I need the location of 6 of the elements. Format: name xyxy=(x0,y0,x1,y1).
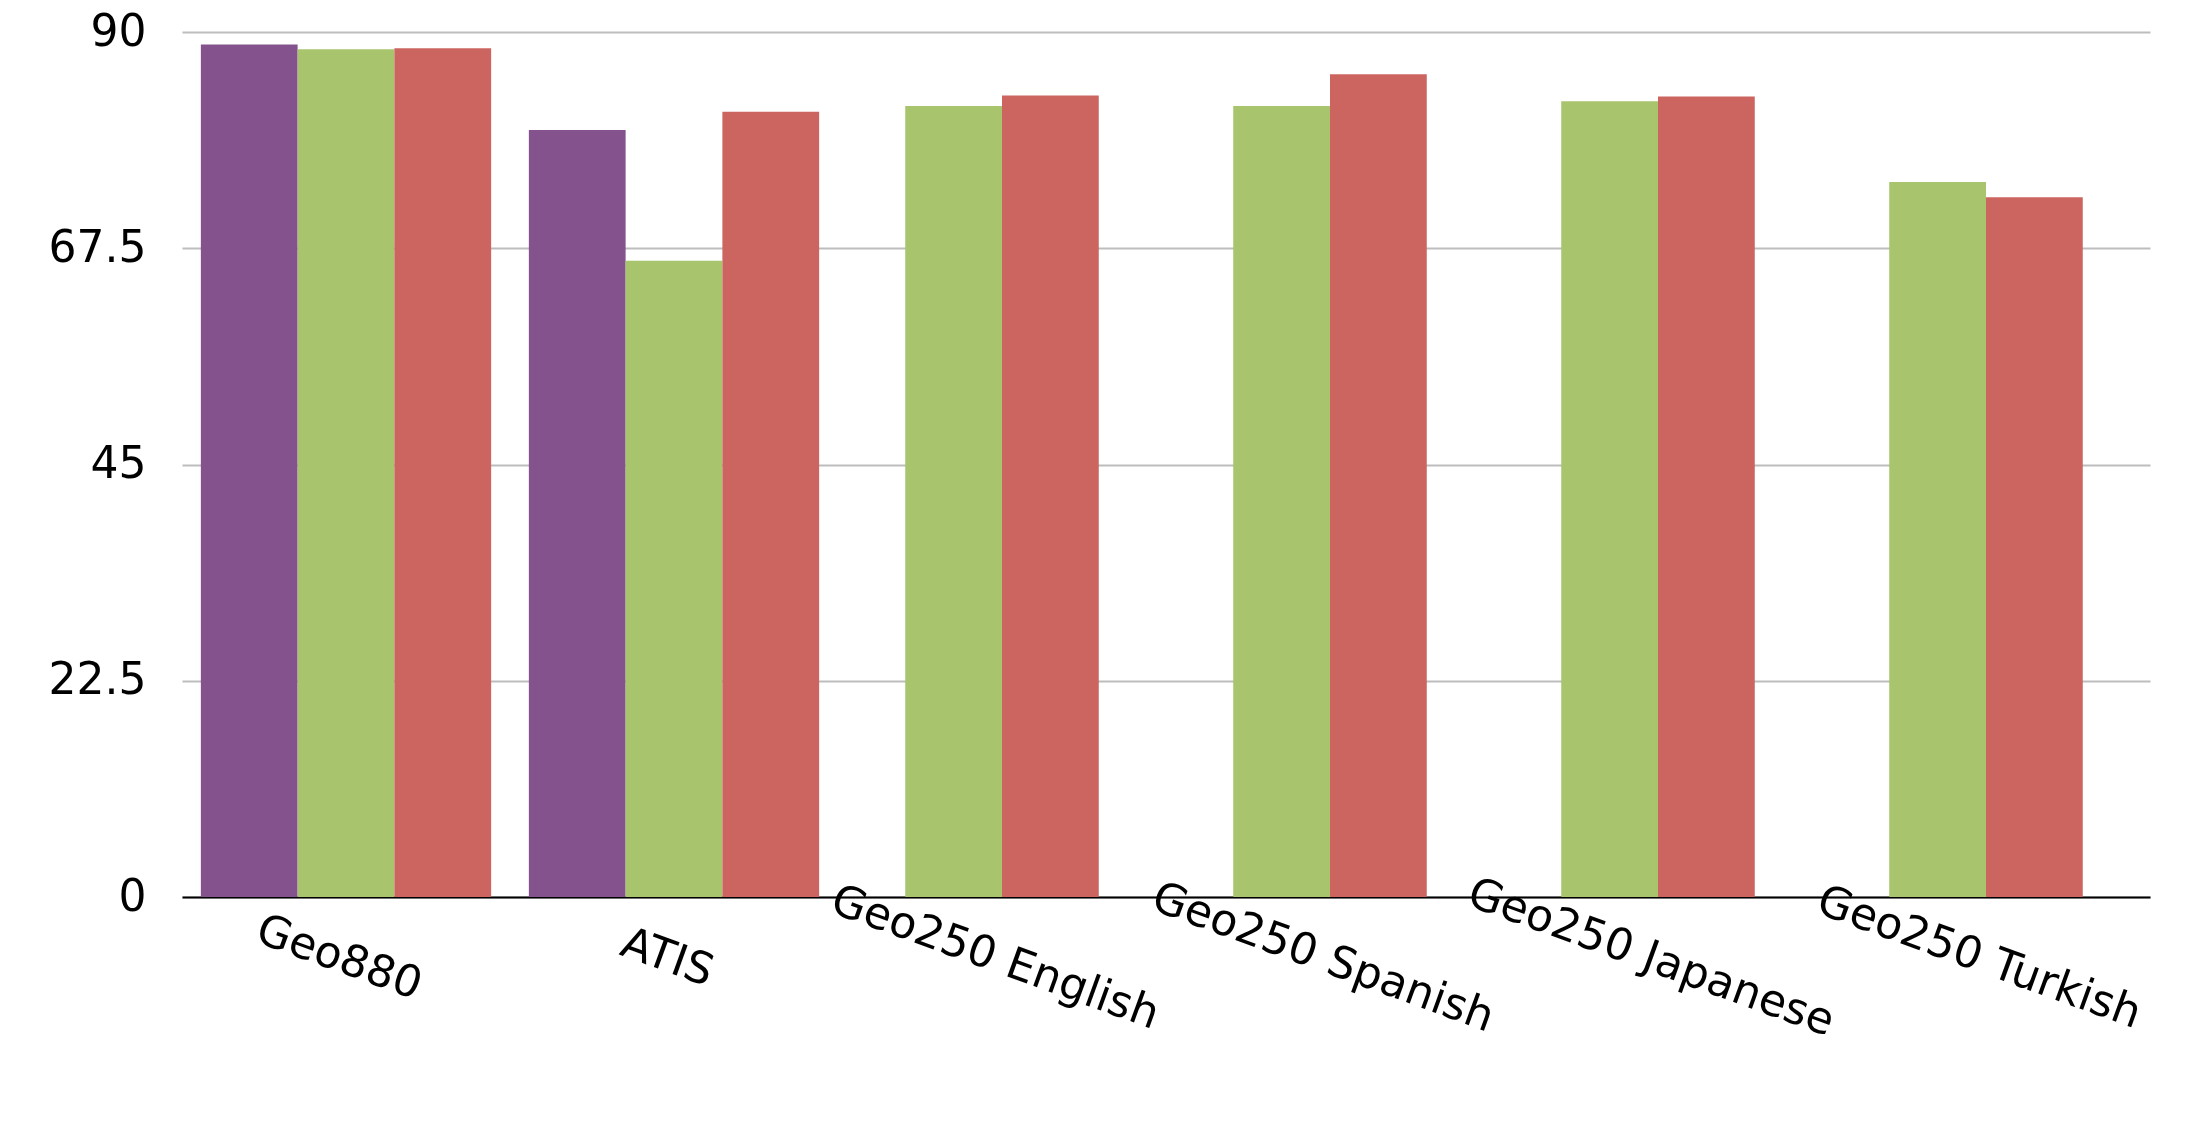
x-tick-label: ATIS xyxy=(614,915,721,996)
y-tick-label: 90 xyxy=(90,4,147,56)
y-tick-label: 45 xyxy=(90,437,147,488)
y-tick-label: 67.5 xyxy=(48,220,147,272)
y-tick-label: 0 xyxy=(118,869,147,921)
y-tick-label: 22.5 xyxy=(48,653,147,705)
